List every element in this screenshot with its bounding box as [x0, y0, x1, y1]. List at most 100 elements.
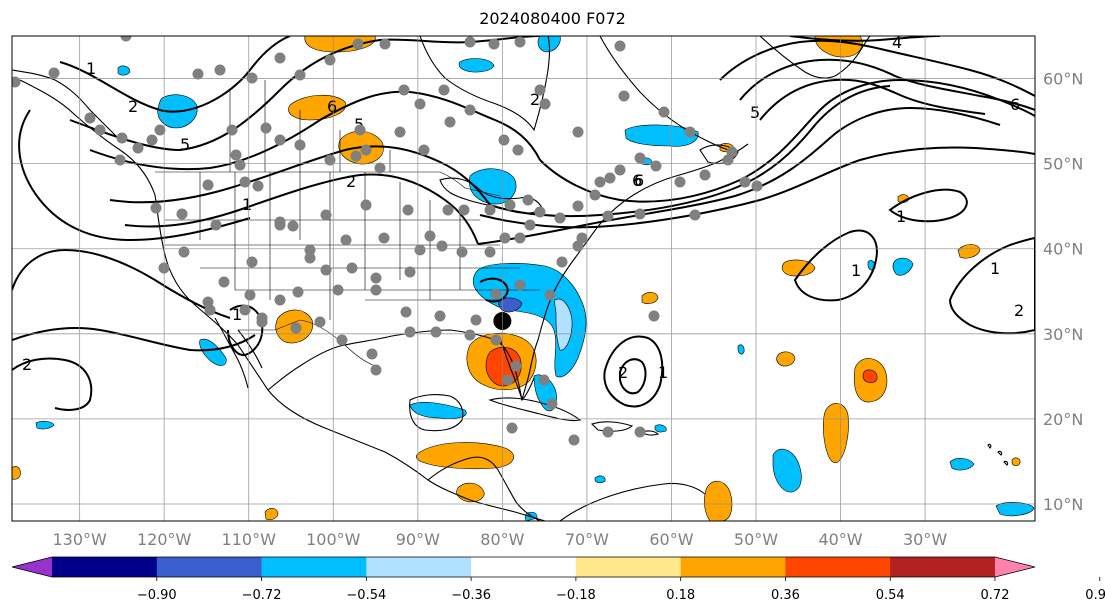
- positive-area: [641, 292, 659, 304]
- station-dot: [438, 84, 450, 96]
- negative-area: [949, 458, 975, 471]
- negative-area: [995, 502, 1035, 517]
- station-dot: [514, 279, 526, 291]
- longitude-tick-label: 110°W: [222, 530, 277, 549]
- station-dot: [404, 326, 416, 338]
- contour-label: 6: [632, 171, 642, 190]
- station-dot: [379, 38, 391, 50]
- negative-area: [409, 401, 467, 419]
- contour-line: [124, 173, 479, 245]
- station-dot: [504, 199, 516, 211]
- negative-area: [554, 298, 573, 351]
- station-dot: [294, 69, 306, 81]
- colorbar-extend-min: [12, 557, 52, 577]
- station-dot: [120, 36, 132, 42]
- station-dot: [48, 67, 60, 79]
- contour-label: 2: [530, 90, 540, 109]
- station-dot: [320, 264, 332, 276]
- shaded-field: [12, 36, 1035, 521]
- contour-line: [793, 229, 878, 302]
- station-dot: [534, 206, 546, 218]
- colorbar-tick-label: −0.54: [346, 588, 386, 603]
- station-dot: [568, 434, 580, 446]
- station-dot: [304, 244, 316, 256]
- station-dot: [366, 348, 378, 360]
- station-dot: [498, 134, 510, 146]
- contour-line: [18, 109, 251, 242]
- station-dot: [534, 84, 546, 96]
- negative-area: [117, 65, 131, 76]
- longitude-tick-label: 90°W: [396, 530, 440, 549]
- contour-label: 1: [990, 259, 1000, 278]
- station-dot: [602, 210, 614, 222]
- south-america-coast: [559, 482, 706, 521]
- negative-area: [498, 297, 523, 313]
- baja-peninsula: [214, 317, 249, 389]
- yucatan: [409, 394, 464, 432]
- negative-area: [772, 448, 802, 493]
- station-dot: [470, 314, 482, 326]
- colorbar-swatch: [680, 557, 786, 577]
- colorbar-outline: [11, 556, 1036, 578]
- colorbar-swatch: [575, 557, 682, 577]
- station-dot: [324, 54, 336, 66]
- station-dot: [218, 276, 230, 288]
- colorbar-tick-label: −0.90: [137, 588, 177, 603]
- station-dot: [572, 126, 584, 138]
- contour-line: [948, 236, 1035, 335]
- station-dot: [260, 122, 272, 134]
- station-dot: [484, 204, 496, 216]
- colorbar-swatch: [261, 557, 367, 577]
- negative-area: [35, 420, 55, 430]
- station-dot: [674, 176, 686, 188]
- negative-area: [892, 257, 914, 276]
- station-dot: [424, 230, 436, 242]
- station-dot: [340, 234, 352, 246]
- contour-line: [477, 106, 1001, 245]
- positive-area: [862, 369, 878, 384]
- contour-line: [479, 277, 510, 303]
- colorbar-swatch: [890, 557, 996, 577]
- puerto-rico: [640, 430, 660, 436]
- positive-area: [264, 508, 279, 521]
- station-dot: [514, 232, 526, 244]
- station-dot: [726, 146, 738, 158]
- negative-area: [472, 263, 587, 378]
- station-dot: [234, 159, 246, 171]
- contour-label: 5: [750, 103, 760, 122]
- colorbar-swatch: [156, 557, 263, 577]
- longitude-tick-label: 100°W: [306, 530, 361, 549]
- contour-line: [759, 78, 986, 121]
- contour-label: 2: [22, 355, 32, 374]
- station-dot: [154, 124, 166, 136]
- station-dot: [512, 144, 524, 156]
- station-dot: [604, 172, 616, 184]
- station-dot: [192, 68, 204, 80]
- longitude-tick-label: 50°W: [734, 530, 778, 549]
- contour-label: 6: [634, 171, 644, 190]
- station-dot: [239, 304, 251, 316]
- map-title: 2024080400 F072: [479, 9, 626, 28]
- station-dot: [490, 288, 502, 300]
- station-dot: [648, 310, 660, 322]
- contour-line: [109, 145, 491, 206]
- station-dot: [332, 284, 344, 296]
- colorbar-extend-max: [995, 557, 1035, 577]
- station-dot: [320, 209, 332, 221]
- station-dot: [360, 144, 372, 156]
- contour-label: 5: [354, 115, 364, 134]
- station-dot: [444, 116, 456, 128]
- positive-area: [12, 466, 21, 480]
- station-dot: [418, 144, 430, 156]
- station-dot: [370, 272, 382, 284]
- contour-labels: 1 2 5 6 5 6 1 2 2 1 6 4 5 6 1 1 1 2 1 2 …: [22, 36, 1024, 382]
- station-dot: [650, 160, 662, 172]
- station-dot: [572, 200, 584, 212]
- station-dot: [230, 149, 242, 161]
- station-dot: [246, 72, 258, 84]
- contour-line: [539, 78, 1035, 203]
- station-dot: [354, 124, 366, 136]
- station-dot: [510, 360, 522, 372]
- contour-line: [89, 90, 541, 171]
